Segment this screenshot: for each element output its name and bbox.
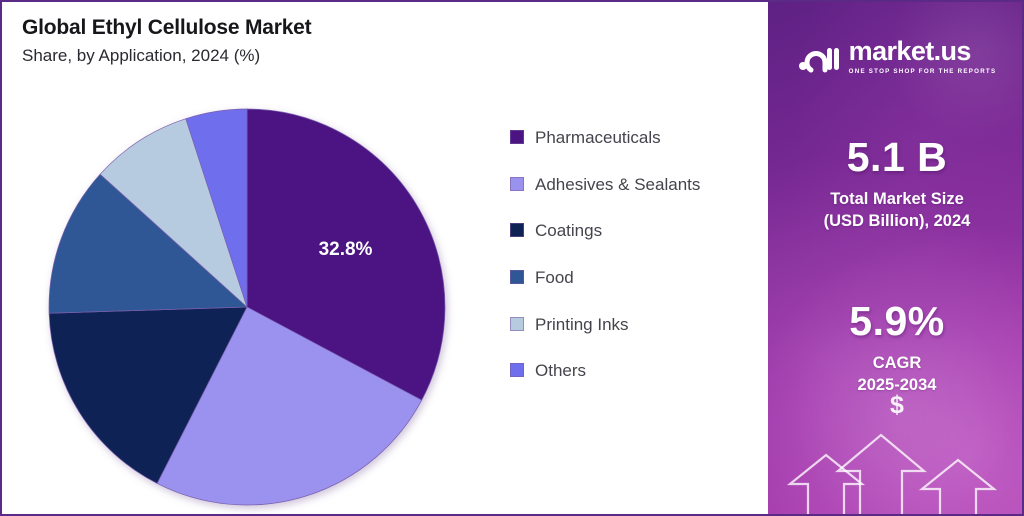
- stat-caption: Total Market Size (USD Billion), 2024: [768, 189, 1022, 233]
- legend-label: Others: [535, 361, 587, 381]
- stat-value: 5.1 B: [846, 134, 948, 180]
- legend-label: Printing Inks: [535, 314, 629, 334]
- stat-cagr: 5.9% CAGR 2025-2034: [768, 298, 1022, 397]
- stat-caption-line2: (USD Billion), 2024: [823, 211, 971, 230]
- legend-item-printing-inks[interactable]: Printing Inks: [510, 313, 760, 338]
- brand-name: market.us: [848, 36, 972, 66]
- legend-swatch-icon: [510, 223, 524, 238]
- pie-slice-label-pharmaceuticals: 32.8%: [319, 239, 373, 260]
- legend-item-others[interactable]: Others: [510, 359, 760, 384]
- brand-tagline: ONE STOP SHOP FOR THE REPORTS: [848, 68, 997, 75]
- brand-logo: market.us ONE STOP SHOP FOR THE REPORTS: [768, 38, 1022, 75]
- legend-label: Coatings: [535, 221, 603, 241]
- legend-item-adhesives-sealants[interactable]: Adhesives & Sealants: [510, 173, 760, 198]
- legend-label: Food: [535, 267, 574, 287]
- legend-item-food[interactable]: Food: [510, 266, 760, 291]
- brand-stats-panel: market.us ONE STOP SHOP FOR THE REPORTS …: [768, 2, 1022, 514]
- stat-caption-line1: CAGR: [872, 354, 922, 372]
- pie-slice-group: [48, 108, 446, 506]
- chart-legend: Pharmaceuticals Adhesives & Sealants Coa…: [510, 126, 760, 406]
- pie-slice-adhesives-sealants[interactable]: [156, 306, 423, 506]
- legend-label: Adhesives & Sealants: [535, 174, 701, 194]
- legend-swatch-icon: [510, 176, 524, 191]
- legend-swatch-icon: [510, 269, 524, 284]
- pie-chart: 32.8%: [45, 105, 449, 509]
- pie-slice-food[interactable]: [48, 173, 248, 314]
- stat-caption-line2: 2025-2034: [857, 375, 937, 394]
- market-us-logo-icon: [798, 47, 839, 73]
- dollar-sign-icon: $: [890, 391, 904, 419]
- chart-header: Global Ethyl Cellulose Market Share, by …: [22, 16, 312, 66]
- arrows-icon: [786, 433, 998, 514]
- stat-caption: CAGR 2025-2034: [768, 353, 1022, 397]
- stat-value: 5.9%: [849, 298, 945, 344]
- growth-arrows-decoration: $: [768, 389, 1022, 514]
- pie-chart-svg: 32.8%: [48, 108, 446, 506]
- pie-slice-printing-inks[interactable]: [99, 118, 248, 309]
- legend-item-coatings[interactable]: Coatings: [510, 219, 760, 244]
- stat-market-size: 5.1 B Total Market Size (USD Billion), 2…: [768, 134, 1022, 233]
- brand-logo-text: market.us ONE STOP SHOP FOR THE REPORTS: [849, 38, 997, 75]
- legend-swatch-icon: [510, 316, 524, 331]
- chart-panel: Global Ethyl Cellulose Market Share, by …: [2, 2, 766, 514]
- legend-swatch-icon: [510, 130, 524, 144]
- legend-swatch-icon: [510, 363, 524, 378]
- legend-label: Pharmaceuticals: [535, 128, 661, 147]
- page-subtitle: Share, by Application, 2024 (%): [22, 46, 261, 65]
- stat-caption-line1: Total Market Size: [830, 190, 964, 208]
- pie-slice-others[interactable]: [185, 108, 248, 308]
- page-title: Global Ethyl Cellulose Market: [22, 16, 312, 39]
- pie-slice-coatings[interactable]: [48, 306, 248, 484]
- pie-slice-pharmaceuticals[interactable]: [246, 108, 446, 401]
- legend-item-pharmaceuticals[interactable]: Pharmaceuticals: [510, 126, 760, 151]
